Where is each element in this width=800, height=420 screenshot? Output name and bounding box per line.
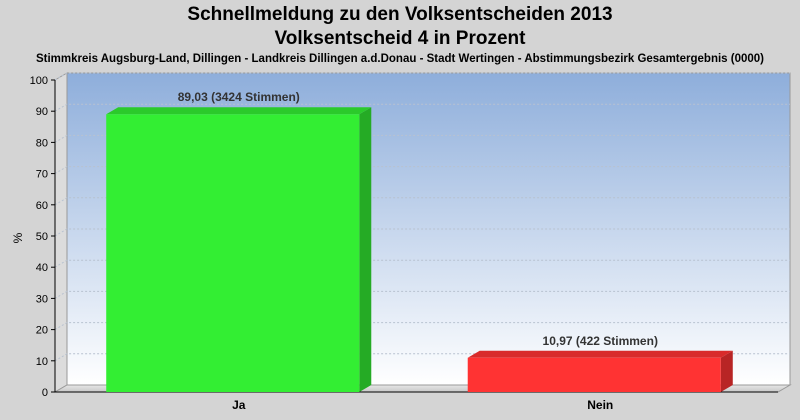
grid-line — [54, 228, 790, 237]
y-tick-label: 100 — [30, 75, 48, 87]
chart-title: Schnellmeldung zu den Volksentscheiden 2… — [0, 3, 800, 51]
bar-top — [106, 107, 372, 115]
chart-subtitle: Stimmkreis Augsburg-Land, Dillingen - La… — [35, 53, 765, 65]
grid-line — [54, 166, 790, 175]
data-label-nein: 10,97 (422 Stimmen) — [543, 334, 658, 348]
labels: 0 10 20 30 40 50 60 70 80 90 100 89,03 (3424 Stimme… — [30, 75, 658, 412]
grid-line — [54, 134, 790, 143]
y-tick-label: 80 — [36, 137, 48, 149]
bar-ja — [106, 107, 372, 392]
y-tick-label: 50 — [36, 231, 48, 243]
y-tick-label: 90 — [36, 106, 48, 118]
grid-line — [54, 197, 790, 206]
grid-line — [54, 259, 790, 268]
bar-top — [467, 350, 733, 358]
data-label-ja: 89,03 (3424 Stimmen) — [178, 90, 300, 104]
grid-line — [54, 353, 790, 362]
bar-nein — [467, 350, 733, 392]
x-tick-label-ja: Ja — [232, 398, 246, 412]
y-tick-label: 70 — [36, 169, 48, 181]
grid-line — [54, 72, 790, 81]
y-tick-label: 40 — [36, 262, 48, 274]
y-tick-label: 60 — [36, 200, 48, 212]
bar-side — [359, 107, 372, 392]
grid-lines — [54, 72, 790, 362]
plot-side-wall — [54, 72, 68, 393]
y-tick-label: 0 — [42, 387, 48, 399]
bar-side — [720, 350, 733, 392]
y-tick-label: 30 — [36, 293, 48, 305]
chart-title-line-1: Schnellmeldung zu den Volksentscheiden 2… — [187, 4, 613, 25]
bars — [106, 107, 733, 392]
chart-title-line-2: Volksentscheid 4 in Prozent — [274, 28, 526, 49]
y-tick-label: 10 — [36, 356, 48, 368]
bar-front — [106, 114, 360, 392]
grid-line — [54, 290, 790, 299]
grid-line — [54, 103, 790, 112]
bar-front — [467, 357, 721, 392]
y-axis-label: % — [11, 232, 25, 243]
y-tick-label: 20 — [36, 325, 48, 337]
grid-line — [54, 322, 790, 331]
x-tick-label-nein: Nein — [587, 398, 613, 412]
